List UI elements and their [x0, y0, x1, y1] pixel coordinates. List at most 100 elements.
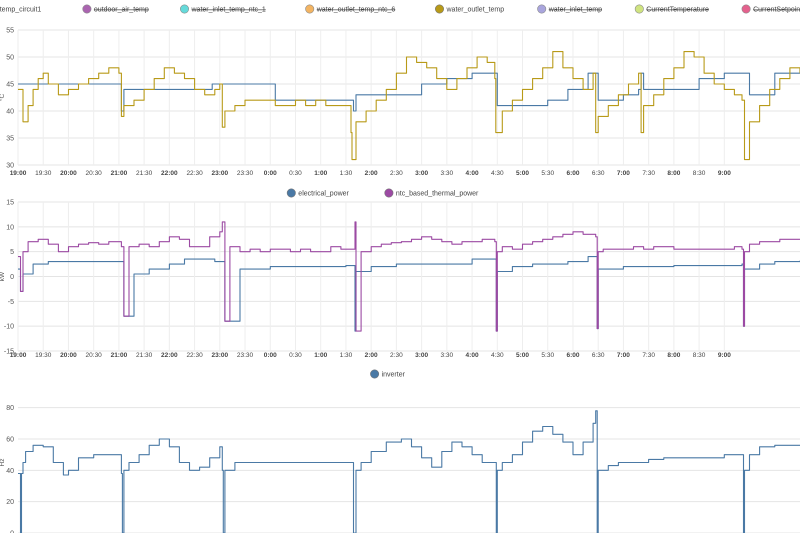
y-tick-label: 45: [6, 82, 14, 89]
x-tick-label: 6:30: [592, 352, 605, 359]
legend-label: inverter: [382, 372, 406, 379]
legend-label: electrical_power: [298, 191, 349, 198]
y-tick-label: 60: [6, 437, 14, 444]
legend-label: water_inlet_temp_ntc_1: [191, 7, 266, 14]
x-tick-label: 21:00: [111, 170, 128, 177]
legend-swatch[interactable]: [434, 4, 444, 14]
y-tick-label: 10: [6, 224, 14, 231]
x-tick-label: 5:30: [541, 352, 554, 359]
x-tick-label: 21:00: [111, 352, 128, 359]
x-tick-label: 7:00: [617, 352, 630, 359]
y-axis-label: Hz: [0, 459, 6, 467]
y-tick-label: 80: [6, 405, 14, 412]
y-tick-label: 5: [10, 249, 14, 256]
x-tick-label: 9:00: [718, 352, 731, 359]
legend-swatch[interactable]: [384, 188, 394, 198]
x-tick-label: 19:30: [35, 170, 52, 177]
x-tick-label: 7:30: [642, 352, 655, 359]
legend-swatch[interactable]: [82, 4, 92, 14]
x-tick-label: 6:00: [566, 352, 579, 359]
series-line: [18, 51, 800, 161]
x-tick-label: 19:00: [10, 352, 27, 359]
x-tick-label: 8:00: [667, 352, 680, 359]
series-line: [18, 256, 800, 332]
x-tick-label: 4:00: [466, 352, 479, 359]
x-tick-label: 2:00: [365, 170, 378, 177]
x-tick-label: 0:30: [289, 170, 302, 177]
y-axis-label: kW: [0, 271, 6, 281]
y-axis-label: °C: [0, 94, 6, 102]
x-tick-label: 0:00: [264, 170, 277, 177]
x-tick-label: 20:30: [86, 352, 103, 359]
x-tick-label: 9:00: [718, 170, 731, 177]
x-tick-label: 23:00: [211, 352, 228, 359]
y-tick-label: 35: [6, 136, 14, 143]
legend-swatch[interactable]: [305, 4, 315, 14]
legend-label: water_inlet_temp: [548, 7, 602, 14]
x-tick-label: 22:00: [161, 352, 178, 359]
x-tick-label: 2:00: [365, 352, 378, 359]
x-tick-label: 4:30: [491, 170, 504, 177]
x-tick-label: 3:00: [415, 170, 428, 177]
legend-swatch[interactable]: [741, 4, 751, 14]
series-line: [18, 67, 800, 112]
y-tick-label: 15: [6, 200, 14, 207]
x-tick-label: 1:00: [314, 352, 327, 359]
legend-label: outdoor_air_temp: [94, 7, 149, 14]
legend-label: target_temp_circuit1: [0, 7, 41, 14]
series-line: [18, 221, 800, 332]
y-tick-label: 55: [6, 28, 14, 35]
x-tick-label: 19:30: [35, 352, 52, 359]
legend-swatch[interactable]: [634, 4, 644, 14]
y-tick-label: 0: [10, 274, 14, 281]
x-tick-label: 19:00: [10, 170, 27, 177]
y-tick-label: -5: [8, 299, 14, 306]
x-tick-label: 8:00: [667, 170, 680, 177]
x-tick-label: 21:30: [136, 170, 153, 177]
legend-swatch[interactable]: [180, 4, 190, 14]
x-tick-label: 3:00: [415, 352, 428, 359]
x-tick-label: 1:00: [314, 170, 327, 177]
y-tick-label: 40: [6, 109, 14, 116]
x-tick-label: 0:00: [264, 352, 277, 359]
legend-swatch[interactable]: [286, 188, 296, 198]
legend-label: CurrentSetpoint: [753, 7, 800, 14]
x-tick-label: 23:00: [211, 170, 228, 177]
x-tick-label: 3:30: [441, 170, 454, 177]
legend-swatch[interactable]: [370, 369, 380, 379]
x-tick-label: 5:00: [516, 352, 529, 359]
x-tick-label: 23:30: [237, 352, 254, 359]
x-tick-label: 2:30: [390, 170, 403, 177]
x-tick-label: 3:30: [441, 352, 454, 359]
y-tick-label: 50: [6, 55, 14, 62]
x-tick-label: 23:30: [237, 170, 254, 177]
y-tick-label: 20: [6, 499, 14, 506]
x-tick-label: 20:00: [60, 352, 77, 359]
x-tick-label: 5:00: [516, 170, 529, 177]
legend-swatch[interactable]: [537, 4, 547, 14]
y-tick-label: 30: [6, 163, 14, 170]
x-tick-label: 20:30: [86, 170, 103, 177]
x-tick-label: 4:30: [491, 352, 504, 359]
y-tick-label: -15: [4, 349, 14, 356]
legend-label: water_outlet_temp: [446, 7, 505, 14]
x-tick-label: 22:30: [186, 170, 203, 177]
x-tick-label: 21:30: [136, 352, 153, 359]
x-tick-label: 1:30: [340, 352, 353, 359]
x-tick-label: 4:00: [466, 170, 479, 177]
series-line: [18, 410, 800, 534]
x-tick-label: 6:00: [566, 170, 579, 177]
x-tick-label: 8:30: [693, 352, 706, 359]
x-tick-label: 6:30: [592, 170, 605, 177]
x-tick-label: 20:00: [60, 170, 77, 177]
x-tick-label: 7:00: [617, 170, 630, 177]
x-tick-label: 8:30: [693, 170, 706, 177]
x-tick-label: 22:30: [186, 352, 203, 359]
legend-label: water_outlet_temp_ntc_6: [316, 7, 396, 14]
legend-label: ntc_based_thermal_power: [396, 191, 479, 198]
legend-label: CurrentTemperature: [646, 7, 709, 14]
y-tick-label: 40: [6, 468, 14, 475]
x-tick-label: 2:30: [390, 352, 403, 359]
